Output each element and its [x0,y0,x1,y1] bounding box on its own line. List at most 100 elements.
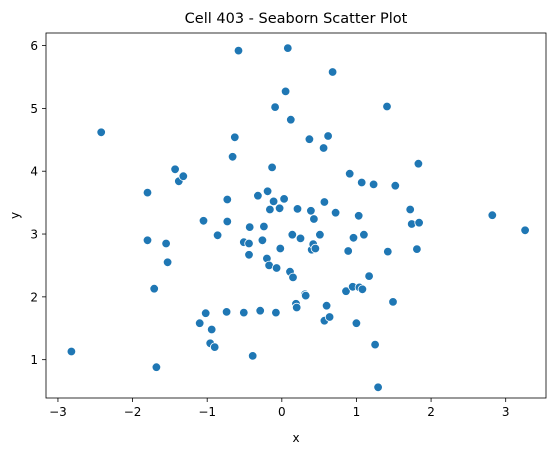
data-point-1 [96,127,106,138]
data-point-31 [255,306,265,316]
chart-title: Cell 403 - Seaborn Scatter Plot [185,11,408,27]
data-point-29 [247,351,258,361]
data-point-85 [368,179,379,190]
data-point-97 [487,210,498,220]
data-point-45 [279,194,289,204]
data-point-7 [162,257,173,268]
data-point-19 [222,194,233,205]
x-tick-label: −3 [49,405,67,419]
data-point-40 [270,102,280,112]
x-tick-label: −2 [124,405,142,419]
data-point-87 [373,382,383,393]
data-point-17 [212,230,223,241]
data-point-92 [405,204,415,215]
data-point-90 [388,297,398,307]
data-point-28 [244,222,255,232]
data-point-75 [345,168,355,179]
data-point-53 [292,302,302,313]
data-point-68 [321,301,332,311]
x-tick-label: 0 [278,405,286,419]
data-point-96 [414,217,424,228]
x-axis-label: x [292,431,299,445]
data-point-65 [318,143,329,153]
data-point-83 [359,229,369,240]
data-point-16 [209,342,220,352]
data-point-44 [274,203,285,214]
data-point-12 [198,216,209,226]
data-point-89 [383,246,393,257]
data-point-73 [341,286,351,296]
data-point-71 [327,67,338,77]
data-point-18 [222,216,233,227]
y-tick-label: 6 [30,39,38,53]
data-point-22 [230,132,240,143]
data-point-62 [309,214,319,224]
data-point-11 [194,318,205,328]
data-point-64 [315,229,325,240]
data-point-54 [292,204,303,214]
data-point-20 [221,307,232,317]
data-point-42 [271,263,282,273]
data-point-82 [357,284,368,295]
y-tick-label: 1 [30,353,38,367]
data-point-47 [283,43,293,53]
data-point-5 [151,362,162,372]
y-tick-label: 3 [30,228,38,242]
data-point-94 [412,244,422,254]
data-point-24 [239,307,249,318]
data-point-81 [357,177,367,188]
data-point-4 [149,284,159,294]
data-point-15 [206,324,217,335]
data-point-55 [295,233,306,244]
y-axis-label: y [8,212,22,219]
y-axis-ticks: 1 2 3 4 5 6 [30,39,46,367]
x-axis-ticks: −3 −2 −1 0 1 2 3 [49,398,510,419]
data-point-78 [351,318,362,328]
data-point-46 [280,86,291,97]
data-point-39 [268,196,279,207]
data-point-26 [244,238,254,249]
data-point-95 [413,158,424,169]
data-point-91 [390,180,401,191]
y-tick-label: 5 [30,102,38,116]
points-layer [66,43,530,393]
data-point-0 [66,346,77,357]
data-point-3 [142,235,153,246]
x-tick-label: 2 [427,405,435,419]
data-point-69 [323,131,333,141]
data-point-2 [142,187,153,198]
data-point-84 [364,271,374,281]
data-point-51 [288,272,298,283]
data-point-50 [287,229,298,240]
data-point-77 [348,233,359,243]
data-point-33 [259,221,269,232]
x-tick-label: 3 [502,405,510,419]
data-point-57 [301,290,311,301]
x-tick-label: 1 [353,405,361,419]
plot-frame [45,32,547,399]
data-point-41 [271,307,281,318]
data-point-66 [319,197,330,207]
data-point-27 [244,250,254,260]
data-point-21 [227,152,238,162]
data-point-70 [324,312,335,322]
data-point-6 [161,238,171,249]
data-point-43 [275,243,286,254]
data-point-38 [267,162,277,173]
data-point-98 [520,225,530,236]
data-point-32 [257,235,268,246]
y-tick-label: 2 [30,290,38,304]
data-point-35 [262,186,273,197]
data-point-86 [370,339,380,350]
data-point-72 [330,207,341,218]
data-point-49 [286,114,296,125]
data-point-74 [343,246,353,256]
data-point-8 [170,164,180,175]
data-point-59 [306,206,316,216]
data-point-13 [200,308,211,318]
data-point-58 [304,134,315,144]
data-point-79 [354,211,364,221]
data-point-10 [178,171,189,181]
x-tick-label: −1 [198,405,216,419]
